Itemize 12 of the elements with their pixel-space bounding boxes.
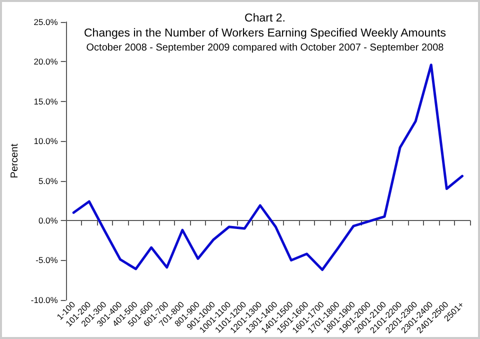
y-tick-label: -10.0% bbox=[30, 294, 58, 305]
y-tick-label: 25.0% bbox=[34, 17, 58, 27]
line-series bbox=[72, 64, 464, 272]
text: October 2008 - September 2009 compared with October 2007 - September 2008 bbox=[86, 42, 444, 54]
y-tick-label: 15.0% bbox=[34, 96, 58, 106]
y-tick-label: 10.0% bbox=[34, 136, 58, 146]
chart-title: Chart 2. Changes in the Number of Workers Earning Specified Weekly Amounts bbox=[84, 12, 446, 40]
y-axis-title: Percent bbox=[10, 144, 20, 178]
y-tick-label: 0.0% bbox=[38, 216, 58, 226]
y-tick-label: 20.0% bbox=[34, 56, 58, 67]
y-tick-label: -5.0% bbox=[36, 255, 58, 266]
y-tick-label: 5.0% bbox=[38, 176, 58, 186]
